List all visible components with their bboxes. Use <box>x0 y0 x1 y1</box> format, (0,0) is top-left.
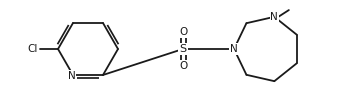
Text: S: S <box>180 44 187 54</box>
Text: O: O <box>179 27 187 37</box>
Text: Cl: Cl <box>28 44 38 54</box>
Text: O: O <box>179 61 187 71</box>
Text: N: N <box>230 44 238 54</box>
Text: N: N <box>68 71 76 81</box>
Text: N: N <box>270 12 278 22</box>
